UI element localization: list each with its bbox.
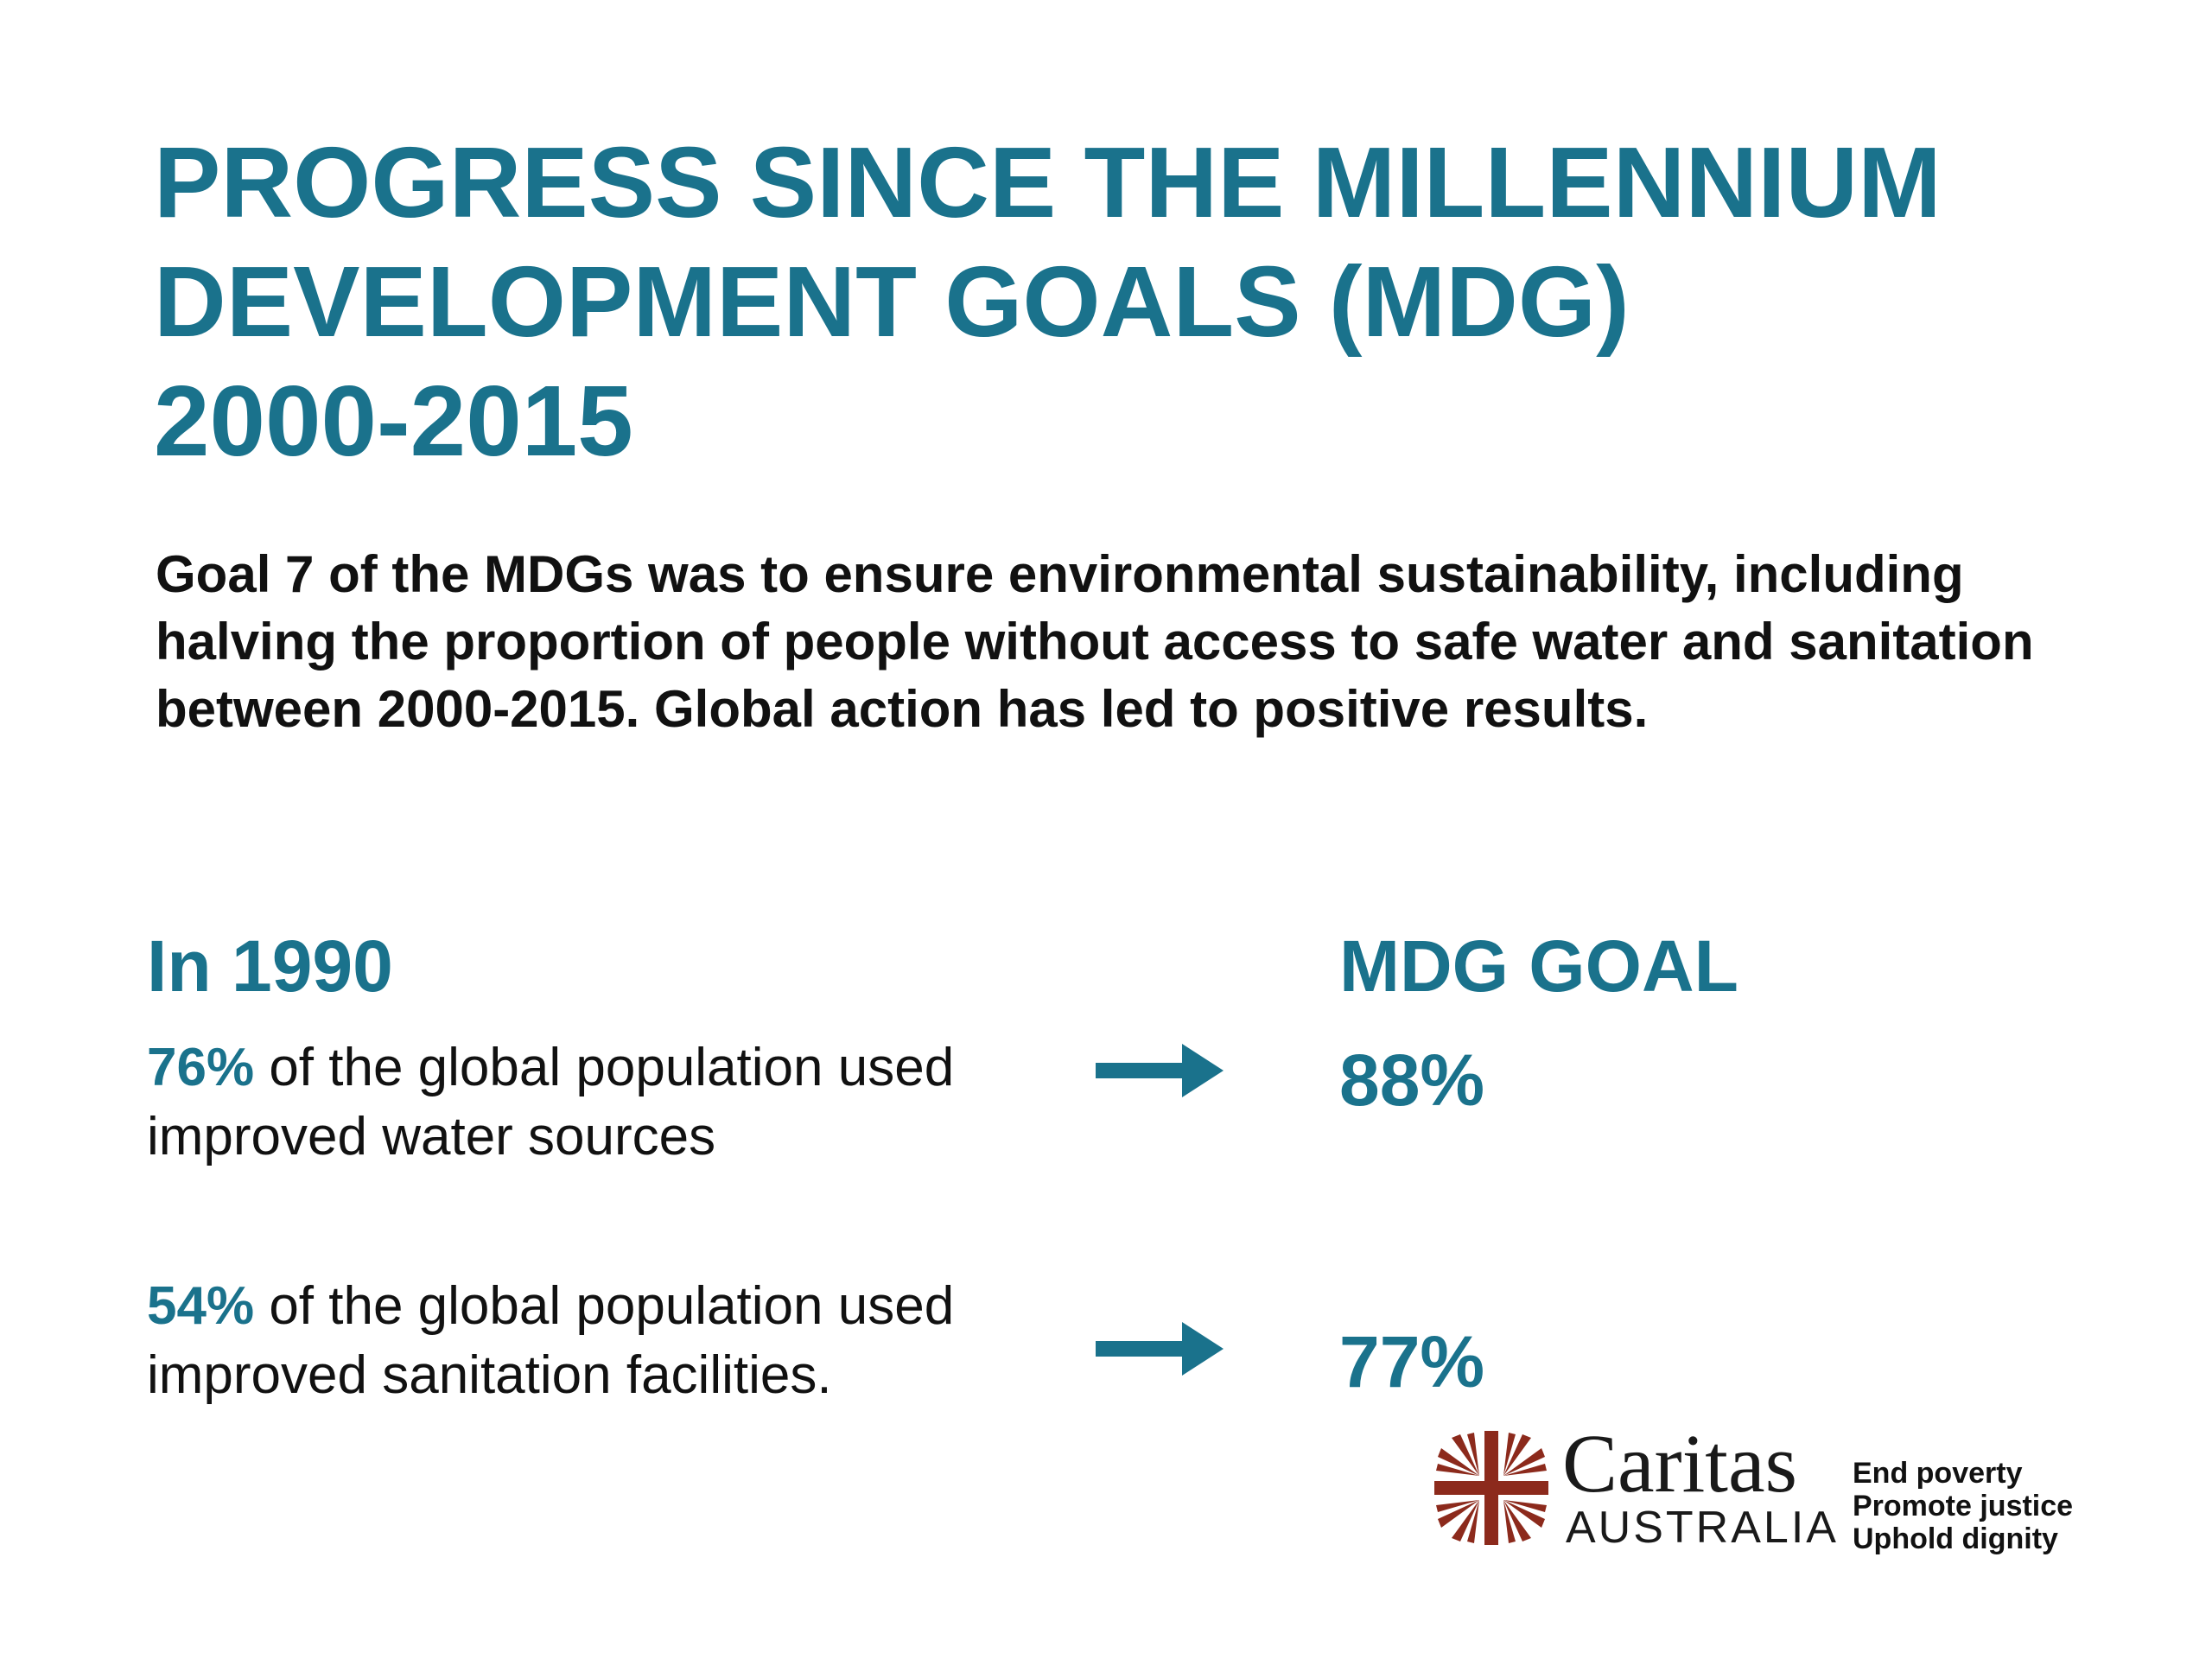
slide-title: PROGRESS SINCE THE MILLENNIUM DEVELOPMEN…	[154, 123, 2098, 480]
water-stat: 76% of the global population used improv…	[147, 1033, 1080, 1172]
in-1990-heading: In 1990	[147, 925, 393, 1007]
logo-tagline: End poverty Promote justice Uphold digni…	[1853, 1457, 2073, 1555]
sanitation-goal-percent: 77%	[1339, 1321, 1485, 1402]
water-stat-text: of the global population used improved w…	[147, 1038, 955, 1166]
tagline-line: End poverty	[1853, 1457, 2023, 1490]
sanitation-percent-1990: 54%	[147, 1276, 255, 1336]
right-arrow-icon	[1096, 1322, 1224, 1376]
water-percent-1990: 76%	[147, 1038, 255, 1097]
caritas-flame-cross-icon	[1434, 1431, 1548, 1545]
tagline-line: Promote justice	[1853, 1490, 2074, 1522]
sanitation-stat: 54% of the global population used improv…	[147, 1272, 1080, 1410]
sanitation-stat-text: of the global population used improved s…	[147, 1276, 955, 1405]
right-arrow-icon	[1096, 1044, 1224, 1097]
tagline-line: Uphold dignity	[1853, 1522, 2058, 1555]
mdg-goal-heading: MDG GOAL	[1339, 925, 1738, 1007]
water-goal-percent: 88%	[1339, 1039, 1485, 1121]
title-line: 2000-2015	[154, 365, 633, 477]
title-line: PROGRESS SINCE THE MILLENNIUM	[154, 126, 1942, 238]
logo-country: AUSTRALIA	[1566, 1503, 1839, 1553]
title-line: DEVELOPMENT GOALS (MDG)	[154, 245, 1630, 358]
logo-wordmark: Caritas	[1562, 1417, 1797, 1510]
intro-paragraph: Goal 7 of the MDGs was to ensure environ…	[156, 545, 2034, 738]
caritas-logo: Caritas AUSTRALIA End poverty Promote ju…	[1434, 1421, 2091, 1557]
